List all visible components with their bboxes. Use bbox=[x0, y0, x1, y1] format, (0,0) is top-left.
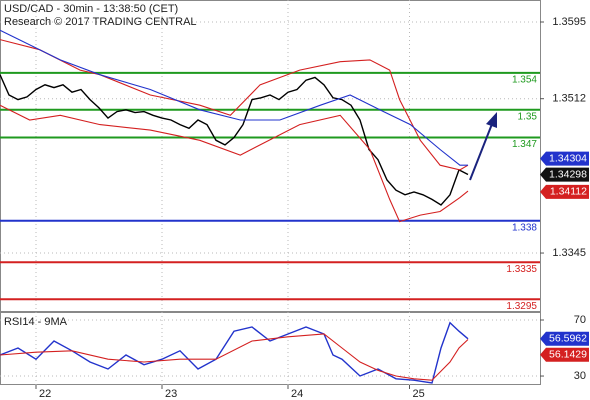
rsi-title: RSI14 - 9MA bbox=[4, 316, 68, 328]
series-line bbox=[0, 104, 469, 223]
price-tag-label: 1.34298 bbox=[549, 168, 587, 180]
level-label: 1.338 bbox=[512, 222, 537, 233]
series-line bbox=[0, 39, 469, 171]
series-line bbox=[0, 321, 469, 384]
price-tag-label: 56.1429 bbox=[549, 349, 587, 361]
level-label: 1.3295 bbox=[506, 301, 537, 312]
y-tick-label: 1.3595 bbox=[552, 16, 586, 28]
level-label: 1.354 bbox=[512, 74, 537, 85]
price-tag bbox=[540, 331, 589, 346]
chart-title: USD/CAD - 30min - 13:38:50 (CET) bbox=[4, 3, 178, 15]
level-label: 1.347 bbox=[512, 139, 537, 150]
x-tick-label: 23 bbox=[165, 388, 177, 400]
x-tick-label: 24 bbox=[291, 388, 303, 400]
y-tick-label: 1.3512 bbox=[552, 93, 586, 105]
price-tag bbox=[540, 347, 589, 362]
x-tick-label: 25 bbox=[413, 388, 425, 400]
price-tag bbox=[540, 151, 589, 166]
series-line bbox=[0, 74, 469, 206]
level-label: 1.35 bbox=[518, 111, 538, 122]
price-panel-frame bbox=[0, 0, 541, 312]
y-tick-label: 1.3345 bbox=[552, 247, 586, 259]
price-tag bbox=[540, 167, 589, 182]
y-tick-label: 70 bbox=[574, 314, 586, 326]
chart-subtitle: Research © 2017 TRADING CENTRAL bbox=[4, 16, 197, 28]
forecast-arrow-head bbox=[486, 112, 497, 128]
price-tag-label: 1.34112 bbox=[550, 186, 587, 198]
rsi-panel-frame bbox=[0, 312, 541, 385]
x-tick-label: 22 bbox=[39, 388, 51, 400]
level-label: 1.3335 bbox=[506, 264, 537, 275]
price-tag-label: 56.5962 bbox=[549, 333, 587, 345]
y-tick-label: 30 bbox=[574, 370, 586, 382]
forecast-arrow bbox=[469, 123, 493, 181]
price-tag-label: 1.34304 bbox=[549, 152, 587, 164]
series-line bbox=[0, 29, 468, 166]
series-line bbox=[0, 333, 469, 381]
price-tag bbox=[540, 184, 589, 199]
